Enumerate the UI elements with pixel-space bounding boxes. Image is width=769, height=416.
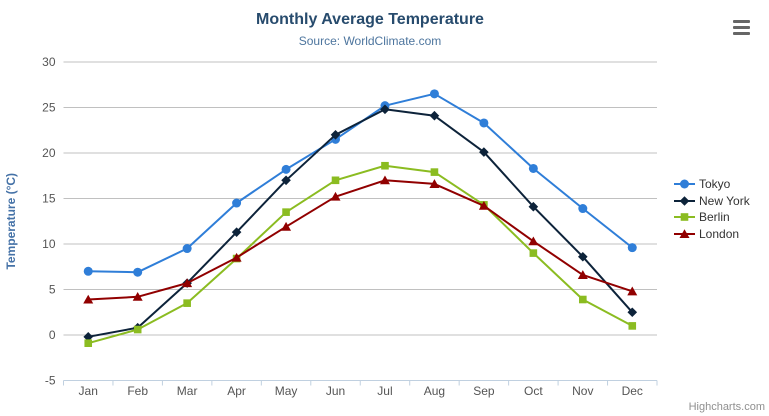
tokyo-point-aug[interactable] <box>429 89 439 99</box>
new-york-point-oct[interactable] <box>528 201 539 212</box>
new-york-point-dec[interactable] <box>627 307 638 318</box>
new-york-point-jan[interactable] <box>83 332 94 342</box>
legend-label-tokyo: Tokyo <box>699 177 731 192</box>
chart-subtitle: Source: WorldClimate.com <box>298 34 442 48</box>
berlin-point-dec[interactable] <box>628 322 637 330</box>
y-axis-label: 5 <box>49 283 56 297</box>
x-axis-label-dec: Dec <box>622 384 643 398</box>
hamburger-icon-bar <box>733 32 750 35</box>
legend-item-london[interactable]: London <box>674 226 750 243</box>
london-point-oct[interactable] <box>528 236 539 246</box>
chart-context-menu-button[interactable] <box>732 20 751 35</box>
legend-label-new-york: New York <box>699 193 750 208</box>
x-axis-label-feb: Feb <box>127 384 148 398</box>
tokyo-point-nov[interactable] <box>578 204 588 214</box>
tokyo-point-jan[interactable] <box>83 266 93 276</box>
chart-title: Monthly Average Temperature <box>256 11 484 28</box>
london-point-feb[interactable] <box>132 291 143 301</box>
legend-label-london: London <box>699 226 740 241</box>
x-axis-label-may: May <box>275 384 298 398</box>
series-tokyo <box>83 89 637 277</box>
y-axis-label: 25 <box>42 101 56 115</box>
y-axis-label: 10 <box>42 237 56 251</box>
new-york-point-apr[interactable] <box>231 227 242 237</box>
y-axis-title: Temperature (°C) <box>4 173 18 270</box>
berlin-point-oct[interactable] <box>529 249 538 257</box>
tokyo-point-oct[interactable] <box>528 163 538 173</box>
london-point-aug[interactable] <box>429 179 440 188</box>
berlin-point-nov[interactable] <box>579 295 587 304</box>
hamburger-icon <box>732 20 751 23</box>
berlin-point-jul[interactable] <box>381 161 389 170</box>
x-axis-label-sep: Sep <box>473 384 495 398</box>
y-axis-label: -5 <box>45 374 56 388</box>
tokyo-point-feb[interactable] <box>133 267 143 277</box>
new-york-point-sep[interactable] <box>479 147 489 157</box>
legend: Tokyo New York Berlin London <box>674 176 750 242</box>
london-legend-marker-icon <box>674 228 695 238</box>
legend-item-tokyo[interactable]: Tokyo <box>674 176 750 193</box>
x-axis-label-aug: Aug <box>424 384 445 398</box>
new-york-point-may[interactable] <box>281 175 291 186</box>
x-axis-label-mar: Mar <box>177 384 198 398</box>
highcharts-credit-link[interactable]: Highcharts.com <box>688 401 765 413</box>
tokyo-point-apr[interactable] <box>232 198 242 208</box>
tokyo-legend-marker-icon <box>674 179 695 189</box>
berlin-point-mar[interactable] <box>183 299 191 307</box>
berlin-point-jan[interactable] <box>84 339 93 347</box>
legend-item-new-york[interactable]: New York <box>674 193 750 210</box>
x-axis-label-jul: Jul <box>377 384 392 398</box>
london-point-jul[interactable] <box>379 175 390 185</box>
berlin-point-feb[interactable] <box>133 325 142 334</box>
berlin-legend-marker-icon <box>674 213 695 222</box>
x-axis-label-oct: Oct <box>524 384 543 398</box>
new-york-point-jul[interactable] <box>380 104 390 115</box>
new-york-point-aug[interactable] <box>429 110 440 121</box>
tokyo-legend-symbol <box>680 179 689 189</box>
x-axis-label-apr: Apr <box>227 384 246 398</box>
berlin-legend-symbol <box>680 213 689 222</box>
y-axis-label: 20 <box>42 146 56 160</box>
series-line-new-york <box>88 108 634 338</box>
london-point-nov[interactable] <box>577 270 588 279</box>
new-york-point-jun[interactable] <box>330 130 341 140</box>
new-york-legend-marker-icon <box>674 195 695 206</box>
y-axis-label: 15 <box>42 192 56 206</box>
tokyo-point-dec[interactable] <box>627 243 637 253</box>
y-axis-label: 30 <box>42 55 56 69</box>
london-point-sep[interactable] <box>478 200 489 210</box>
london-point-dec[interactable] <box>627 286 638 296</box>
hamburger-icon-bar <box>733 26 750 29</box>
series-line-london <box>88 179 633 301</box>
x-axis-label-jun: Jun <box>326 384 345 398</box>
london-point-jun[interactable] <box>330 191 341 201</box>
london-point-may[interactable] <box>281 221 292 231</box>
london-legend-symbol <box>679 228 690 238</box>
series-london <box>83 175 638 304</box>
legend-item-berlin[interactable]: Berlin <box>674 209 750 226</box>
london-point-jan[interactable] <box>83 294 94 304</box>
new-york-point-nov[interactable] <box>578 251 588 262</box>
x-axis-label-jan: Jan <box>79 384 98 398</box>
berlin-point-jun[interactable] <box>331 176 340 185</box>
legend-label-berlin: Berlin <box>699 210 730 225</box>
series-line-tokyo <box>88 92 633 274</box>
berlin-point-may[interactable] <box>282 208 290 216</box>
y-axis-label: 0 <box>49 328 56 342</box>
new-york-legend-symbol <box>679 195 690 206</box>
series-new-york <box>83 104 638 342</box>
tokyo-point-sep[interactable] <box>479 118 489 128</box>
london-point-mar[interactable] <box>182 278 193 288</box>
berlin-point-aug[interactable] <box>430 168 439 176</box>
x-axis-label-nov: Nov <box>572 384 593 398</box>
tokyo-point-may[interactable] <box>281 164 291 174</box>
tokyo-point-mar[interactable] <box>182 244 192 254</box>
series-line-berlin <box>87 164 633 345</box>
london-point-apr[interactable] <box>231 252 242 262</box>
